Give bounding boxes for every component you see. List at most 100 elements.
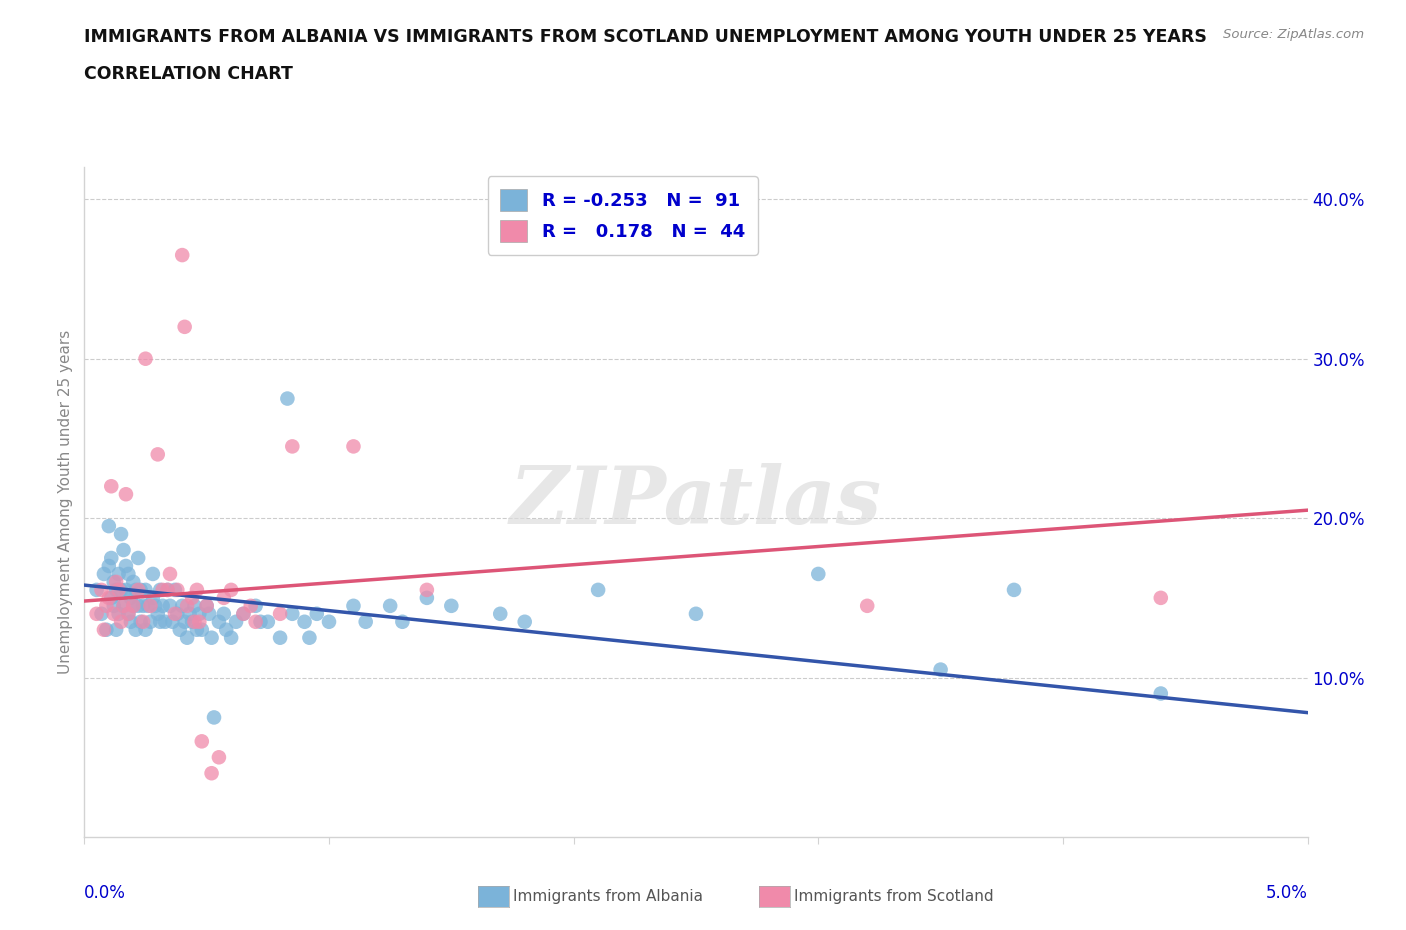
Point xyxy=(120,591,142,605)
Point xyxy=(173,319,195,334)
Point xyxy=(122,598,145,613)
Point xyxy=(103,575,125,590)
Text: Source: ZipAtlas.com: Source: ZipAtlas.com xyxy=(1223,28,1364,41)
Point xyxy=(856,598,879,613)
Point xyxy=(129,615,152,630)
Point xyxy=(149,582,172,597)
Point xyxy=(249,615,271,630)
Point xyxy=(208,615,231,630)
Point xyxy=(100,479,122,494)
Point xyxy=(90,582,112,597)
Y-axis label: Unemployment Among Youth under 25 years: Unemployment Among Youth under 25 years xyxy=(58,330,73,674)
Point xyxy=(173,615,195,630)
Point xyxy=(100,551,122,565)
Point xyxy=(163,606,186,621)
Point xyxy=(143,598,166,613)
Point xyxy=(86,582,108,597)
Point xyxy=(112,598,135,613)
Text: 5.0%: 5.0% xyxy=(1265,884,1308,902)
Point xyxy=(117,566,139,581)
Point xyxy=(152,598,174,613)
Point xyxy=(186,622,208,637)
Point xyxy=(200,765,222,780)
Point xyxy=(166,582,188,597)
Point xyxy=(110,582,132,597)
Point xyxy=(391,615,413,630)
Point xyxy=(807,566,830,581)
Point xyxy=(245,615,267,630)
Point xyxy=(97,591,120,605)
Point xyxy=(188,615,211,630)
Point xyxy=(127,551,149,565)
Point xyxy=(135,622,157,637)
Legend: R = -0.253   N =  91, R =   0.178   N =  44: R = -0.253 N = 91, R = 0.178 N = 44 xyxy=(488,177,758,255)
Point xyxy=(298,631,321,645)
Point xyxy=(127,598,149,613)
Point xyxy=(93,566,115,581)
Point xyxy=(132,598,155,613)
Text: IMMIGRANTS FROM ALBANIA VS IMMIGRANTS FROM SCOTLAND UNEMPLOYMENT AMONG YOUTH UND: IMMIGRANTS FROM ALBANIA VS IMMIGRANTS FR… xyxy=(84,28,1208,46)
Point xyxy=(135,582,157,597)
Point xyxy=(1150,686,1173,701)
Point xyxy=(232,606,254,621)
Point xyxy=(127,582,149,597)
Point xyxy=(354,615,377,630)
Point xyxy=(96,598,118,613)
Point xyxy=(195,598,218,613)
Text: Immigrants from Albania: Immigrants from Albania xyxy=(513,889,703,904)
Point xyxy=(200,631,222,645)
Point xyxy=(195,598,218,613)
Point xyxy=(103,606,125,621)
Text: ZIPatlas: ZIPatlas xyxy=(510,463,882,541)
Point xyxy=(100,591,122,605)
Point xyxy=(202,710,225,724)
Point xyxy=(103,598,125,613)
Point xyxy=(489,606,512,621)
Point xyxy=(153,615,176,630)
Point xyxy=(188,606,211,621)
Point xyxy=(586,582,609,597)
Point xyxy=(107,566,129,581)
Point xyxy=(342,439,364,454)
Point xyxy=(110,615,132,630)
Point xyxy=(122,598,145,613)
Point xyxy=(183,615,205,630)
Point xyxy=(122,575,145,590)
Point xyxy=(132,615,155,630)
Point xyxy=(142,591,165,605)
Point xyxy=(342,598,364,613)
Point xyxy=(129,582,152,597)
Point xyxy=(208,750,231,764)
Point xyxy=(276,392,298,406)
Point xyxy=(139,615,162,630)
Point xyxy=(269,606,291,621)
Point xyxy=(117,606,139,621)
Point xyxy=(169,622,191,637)
Point xyxy=(172,247,194,262)
Point xyxy=(232,606,254,621)
Text: 0.0%: 0.0% xyxy=(84,884,127,902)
Text: Immigrants from Scotland: Immigrants from Scotland xyxy=(794,889,994,904)
Point xyxy=(281,606,304,621)
Point xyxy=(181,615,204,630)
Point xyxy=(416,582,439,597)
Point xyxy=(93,622,115,637)
Point xyxy=(156,582,179,597)
Point xyxy=(176,631,198,645)
Point xyxy=(245,598,267,613)
Point xyxy=(212,591,235,605)
Point xyxy=(269,631,291,645)
Point xyxy=(172,598,194,613)
Point xyxy=(294,615,316,630)
Point xyxy=(281,439,304,454)
Point xyxy=(1150,591,1173,605)
Point xyxy=(159,598,181,613)
Point xyxy=(929,662,952,677)
Point xyxy=(198,606,221,621)
Point xyxy=(416,591,439,605)
Point xyxy=(105,575,128,590)
Text: CORRELATION CHART: CORRELATION CHART xyxy=(84,65,294,83)
Point xyxy=(166,606,188,621)
Point xyxy=(380,598,402,613)
Point xyxy=(112,598,135,613)
